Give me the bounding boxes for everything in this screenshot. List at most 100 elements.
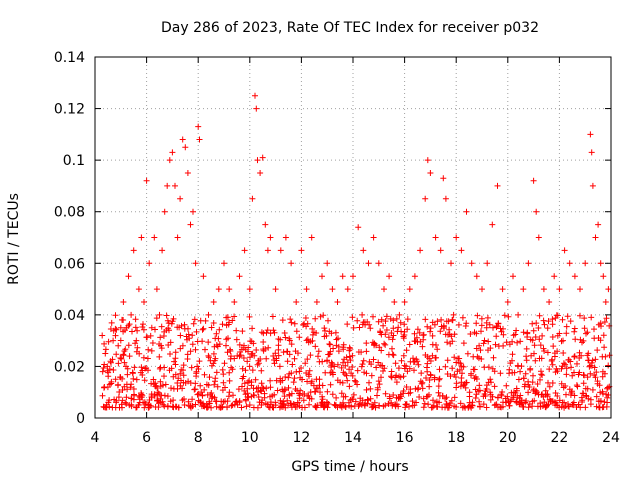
data-point [321,325,328,332]
data-point [104,384,111,391]
data-point [172,371,179,378]
data-point [216,341,223,348]
data-point [375,378,382,385]
data-point [453,380,460,387]
data-point [593,369,600,376]
data-point [346,353,353,360]
data-point [385,400,392,407]
data-point [569,372,576,379]
data-point [484,314,491,321]
data-point [144,355,151,362]
data-point [587,401,594,408]
data-point [363,348,370,355]
data-point [420,404,427,411]
data-point [284,348,290,355]
data-point [124,371,131,378]
data-point [401,321,408,328]
data-point [333,394,340,401]
data-point [157,334,164,341]
data-point [205,382,212,389]
data-point [346,366,353,373]
data-point [315,348,322,355]
data-point [117,355,124,361]
data-point [443,401,450,407]
data-point [574,383,581,390]
data-point [560,337,566,344]
data-point [350,391,357,398]
data-point [239,383,245,390]
data-point [282,334,289,341]
data-point [551,353,558,360]
data-point [120,299,127,305]
data-point [414,386,421,393]
data-point [181,396,187,402]
data-point [597,320,604,327]
data-point [448,260,454,267]
data-point [476,382,483,389]
data-point [441,325,447,332]
data-point [231,313,238,320]
data-point [311,388,318,395]
data-point [367,325,374,332]
data-point [532,334,539,340]
data-point [568,364,574,371]
data-point [529,320,536,327]
data-point [561,247,568,254]
data-point [244,390,251,397]
data-point [354,381,361,388]
data-point [499,286,506,293]
data-point [406,286,413,293]
data-point [460,363,467,370]
data-point [334,299,341,305]
data-point [315,353,321,360]
data-point [459,370,465,377]
data-point [489,221,496,228]
data-point [133,337,140,344]
data-point [335,348,342,355]
data-point [164,393,171,400]
data-point [285,374,292,381]
data-point [452,374,459,380]
data-point [385,334,392,341]
data-point [374,392,380,399]
data-point [406,341,413,348]
data-point [258,380,265,387]
data-point [545,401,552,408]
data-point [522,370,529,377]
data-point [306,373,312,380]
data-point [126,321,133,328]
data-point [453,404,460,410]
data-point [563,365,570,372]
data-point [344,377,351,384]
data-point [192,401,199,408]
data-point [226,286,233,293]
data-point [537,342,544,349]
data-point [257,170,264,176]
data-point [231,299,238,305]
data-point [446,326,453,333]
data-point [506,366,513,373]
data-point [443,394,450,401]
data-point [226,377,233,384]
data-point [316,376,323,383]
data-point [429,332,436,339]
data-point [167,339,174,346]
data-point [517,392,524,399]
data-point [533,320,540,327]
data-point [382,390,389,397]
data-point [179,385,186,392]
data-point [596,382,603,389]
data-point [112,325,119,332]
data-point [338,364,345,371]
data-point [324,399,331,406]
data-point [208,404,215,411]
data-point [356,324,363,331]
data-point [523,345,530,352]
data-point [468,372,474,379]
data-point [253,105,260,112]
data-point [541,321,548,328]
data-point [546,383,553,390]
data-point [390,332,397,339]
data-point [208,390,215,396]
